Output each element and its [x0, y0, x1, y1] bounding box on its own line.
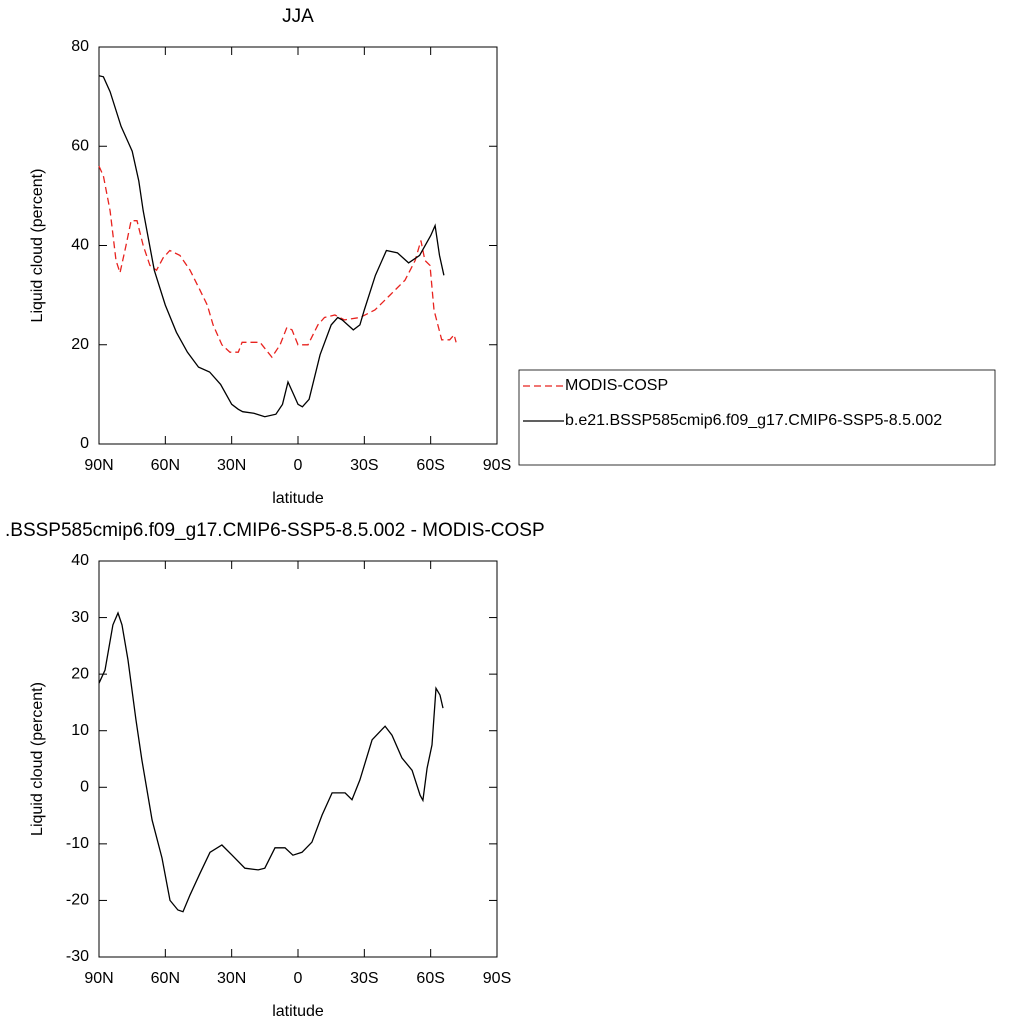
y-axis-label: Liquid cloud (percent) — [29, 682, 46, 836]
x-tick-label: 60N — [151, 970, 180, 987]
x-tick-label: 60S — [416, 457, 444, 474]
y-tick-label: 0 — [80, 779, 89, 796]
y-tick-label: -30 — [66, 948, 89, 965]
legend-label: b.e21.BSSP585cmip6.f09_g17.CMIP6-SSP5-8.… — [565, 412, 942, 429]
x-tick-label: 30N — [217, 457, 246, 474]
y-tick-label: 40 — [71, 237, 89, 254]
y-tick-label: 20 — [71, 665, 89, 682]
y-tick-label: 0 — [80, 435, 89, 452]
y-axis-label: Liquid cloud (percent) — [29, 169, 46, 323]
legend-box — [518, 369, 996, 466]
y-tick-label: 10 — [71, 722, 89, 739]
x-tick-label: 90S — [483, 457, 511, 474]
y-tick-label: -10 — [66, 835, 89, 852]
y-tick-label: 30 — [71, 609, 89, 626]
x-tick-label: 30S — [350, 457, 378, 474]
data-line — [98, 75, 445, 418]
x-tick-label: 30S — [350, 970, 378, 987]
x-axis-label: latitude — [272, 1003, 324, 1020]
x-tick-label: 0 — [294, 457, 303, 474]
y-tick-label: 40 — [71, 552, 89, 569]
chart-title: JJA — [282, 6, 314, 27]
data-line — [98, 611, 444, 913]
x-tick-label: 0 — [294, 970, 303, 987]
x-tick-label: 90S — [483, 970, 511, 987]
y-tick-label: 80 — [71, 38, 89, 55]
legend-label: MODIS-COSP — [565, 377, 668, 394]
x-tick-label: 90N — [84, 970, 113, 987]
chart-title: .BSSP585cmip6.f09_g17.CMIP6-SSP5-8.5.002… — [5, 520, 545, 541]
x-tick-label: 60S — [416, 970, 444, 987]
y-tick-label: 60 — [71, 137, 89, 154]
plot-frame — [98, 560, 498, 958]
y-tick-label: 20 — [71, 336, 89, 353]
x-tick-label: 30N — [217, 970, 246, 987]
plot-frame — [98, 46, 498, 445]
y-tick-label: -20 — [66, 892, 89, 909]
x-tick-label: 90N — [84, 457, 113, 474]
x-tick-label: 60N — [151, 457, 180, 474]
x-axis-label: latitude — [272, 490, 324, 507]
